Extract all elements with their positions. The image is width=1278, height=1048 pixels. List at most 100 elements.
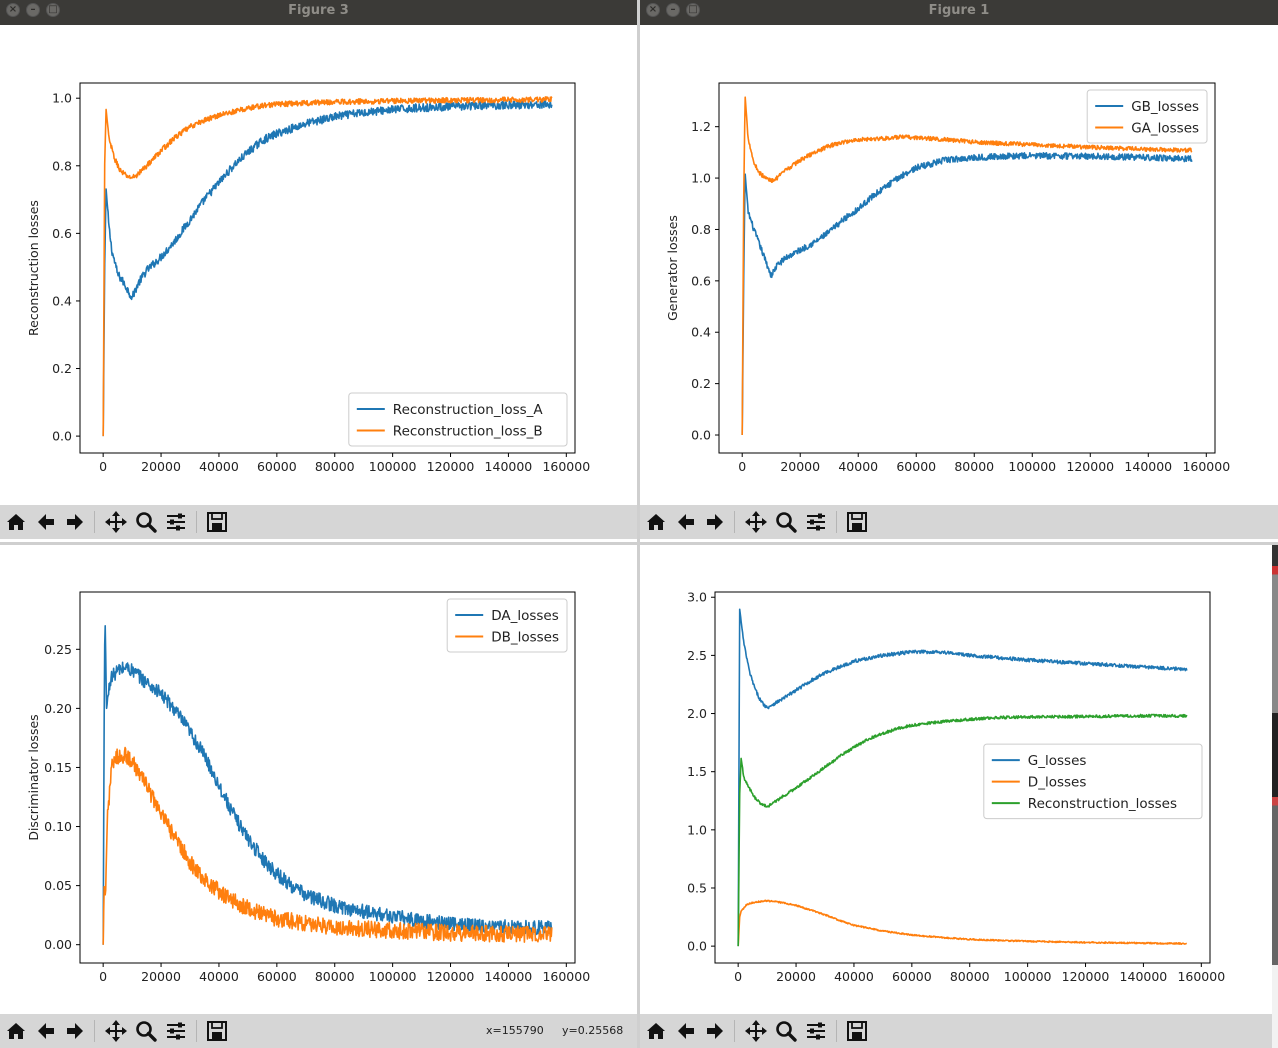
toolbar-separator	[196, 1020, 197, 1042]
pan-icon[interactable]	[743, 509, 769, 535]
legend: GB_losses GA_losses	[1086, 89, 1208, 144]
back-arrow-icon[interactable]	[33, 1018, 59, 1044]
forward-arrow-icon[interactable]	[62, 509, 88, 535]
minimize-icon[interactable]: –	[26, 3, 40, 17]
chart[interactable]: 0 20000 40000 60000 80000 100000 120000 140000 1…	[640, 25, 1278, 505]
x-tick-label: 100000	[369, 459, 417, 474]
forward-arrow-icon[interactable]	[702, 509, 728, 535]
zoom-icon[interactable]	[773, 509, 799, 535]
series-line-GA_losses	[741, 96, 1193, 436]
x-tick-label: 0	[99, 969, 107, 984]
series-line-G_losses	[737, 608, 1188, 947]
y-tick-label: 1.0	[691, 171, 711, 186]
minimize-icon[interactable]: –	[666, 3, 680, 17]
forward-arrow-icon[interactable]	[62, 1018, 88, 1044]
forward-arrow-icon[interactable]	[702, 1018, 728, 1044]
axes-frame	[79, 591, 576, 964]
window-titlebar[interactable]: × – □ Figure 3	[0, 0, 637, 25]
y-tick-label: 0.4	[52, 293, 72, 308]
close-icon[interactable]: ×	[646, 3, 660, 17]
x-tick-label: 140000	[485, 969, 533, 984]
legend: Reconstruction_loss_A Reconstruction_loss…	[348, 392, 568, 447]
y-tick-label: 0.2	[52, 361, 72, 376]
y-tick-label: 2.5	[687, 648, 707, 663]
save-icon[interactable]	[204, 509, 230, 535]
series-line-DB_losses	[102, 746, 553, 945]
save-icon[interactable]	[844, 509, 870, 535]
back-arrow-icon[interactable]	[673, 509, 699, 535]
window-titlebar[interactable]: × – □ Figure 1	[640, 0, 1278, 25]
configure-icon[interactable]	[803, 509, 829, 535]
x-tick-label: 0	[99, 459, 107, 474]
legend-label: G_losses	[1028, 753, 1087, 769]
window-title: Figure 3	[288, 3, 349, 18]
plot-area	[719, 83, 1215, 453]
y-tick-label: 0.0	[691, 428, 711, 443]
y-axis-label: Reconstruction losses	[26, 200, 41, 336]
y-tick-label: 0.2	[691, 376, 711, 391]
configure-icon[interactable]	[163, 1018, 189, 1044]
combined-losses-window: 0 20000 40000 60000 80000 100000 120000 140000 1…	[640, 545, 1272, 1048]
background-window-edge	[1272, 545, 1278, 965]
window-divider	[0, 542, 1278, 545]
pan-icon[interactable]	[103, 1018, 129, 1044]
y-tick-label: 1.5	[687, 764, 707, 779]
x-tick-label: 160000	[542, 969, 590, 984]
axes-frame	[718, 82, 1216, 454]
chart[interactable]: 0 20000 40000 60000 80000 100000 120000 140000 1…	[640, 545, 1272, 1014]
close-icon[interactable]: ×	[6, 3, 20, 17]
back-arrow-icon[interactable]	[33, 509, 59, 535]
y-tick-label: 0.15	[44, 760, 72, 775]
x-tick-label: 60000	[892, 969, 932, 984]
x-tick-label: 20000	[141, 969, 181, 984]
legend-box	[983, 743, 1203, 820]
save-icon[interactable]	[844, 1018, 870, 1044]
y-tick-label: 0.25	[44, 642, 72, 657]
y-tick-label: 0.8	[691, 222, 711, 237]
x-tick-label: 120000	[427, 969, 475, 984]
x-tick-label: 0	[734, 969, 742, 984]
x-tick-label: 40000	[838, 459, 878, 474]
legend-box	[446, 598, 568, 653]
pan-icon[interactable]	[743, 1018, 769, 1044]
x-tick-label: 80000	[950, 969, 990, 984]
y-axis-label: Discriminator losses	[26, 714, 41, 840]
legend-label: D_losses	[1028, 775, 1087, 791]
toolbar-separator	[94, 1020, 95, 1042]
y-axis-label: Generator losses	[665, 215, 680, 321]
configure-icon[interactable]	[163, 509, 189, 535]
home-icon[interactable]	[643, 1018, 669, 1044]
maximize-icon[interactable]: □	[46, 3, 60, 17]
legend-box	[348, 392, 568, 447]
x-tick-label: 40000	[834, 969, 874, 984]
pan-icon[interactable]	[103, 509, 129, 535]
home-icon[interactable]	[3, 1018, 29, 1044]
series-line-DA_losses	[102, 625, 553, 945]
plot-area	[80, 83, 575, 453]
home-icon[interactable]	[643, 509, 669, 535]
toolbar-separator	[836, 1020, 837, 1042]
home-icon[interactable]	[3, 509, 29, 535]
legend-label: DB_losses	[491, 630, 559, 646]
zoom-icon[interactable]	[133, 509, 159, 535]
window-divider	[637, 0, 640, 1048]
configure-icon[interactable]	[803, 1018, 829, 1044]
back-arrow-icon[interactable]	[673, 1018, 699, 1044]
zoom-icon[interactable]	[773, 1018, 799, 1044]
series-line-Reconstruction_loss_B	[102, 96, 553, 437]
x-tick-label: 160000	[542, 459, 590, 474]
x-tick-label: 40000	[199, 969, 239, 984]
maximize-icon[interactable]: □	[686, 3, 700, 17]
zoom-icon[interactable]	[133, 1018, 159, 1044]
x-tick-label: 120000	[1066, 459, 1114, 474]
series-line-D_losses	[737, 899, 1188, 947]
chart[interactable]: 0 20000 40000 60000 80000 100000 120000 140000 1…	[0, 545, 637, 1014]
save-icon[interactable]	[204, 1018, 230, 1044]
y-tick-label: 1.0	[687, 822, 707, 837]
x-tick-label: 80000	[954, 459, 994, 474]
toolbar-separator	[836, 511, 837, 533]
x-tick-label: 140000	[1120, 969, 1168, 984]
cursor-x-readout: x=155790	[486, 1024, 544, 1037]
chart[interactable]: 0 20000 40000 60000 80000 100000 120000 140000 1…	[0, 25, 637, 505]
toolbar-separator	[734, 1020, 735, 1042]
